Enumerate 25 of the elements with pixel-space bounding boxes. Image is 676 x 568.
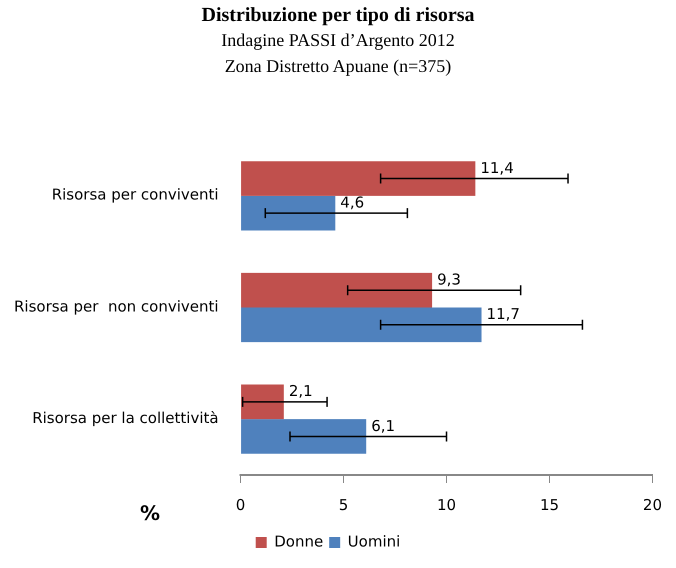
x-tick-label: 20 [642, 496, 662, 514]
x-tick-label: 0 [236, 496, 246, 514]
x-tick-label: 15 [540, 496, 560, 514]
legend-label: Uomini [348, 532, 400, 550]
chart-title: Distribuzione per tipo di risorsa [200, 4, 476, 27]
chart-subtitle: Indagine PASSI d’Argento 2012 Zona Distretto Apuane (n=375) [220, 29, 456, 78]
bar [241, 419, 366, 454]
bar [241, 308, 482, 342]
y-tick-label: Risorsa per conviventi [52, 186, 219, 204]
data-label: 9,3 [437, 270, 461, 289]
legend-label: Donne [274, 532, 324, 550]
bar [241, 384, 284, 420]
y-tick-label: Risorsa per la collettività [32, 409, 219, 428]
data-label: 6,1 [371, 416, 396, 435]
x-tick-label: 10 [436, 496, 456, 514]
bar [241, 272, 432, 308]
y-tick-label: Risorsa per non conviventi [14, 297, 219, 316]
data-label: 4,6 [340, 194, 364, 212]
x-tick-label: 5 [338, 496, 348, 514]
bar [241, 196, 336, 230]
data-label: 2,1 [288, 382, 313, 400]
bar [241, 161, 476, 196]
x-axis-title: % [140, 501, 160, 526]
data-label: 11,4 [480, 158, 514, 177]
data-label: 11,7 [486, 305, 520, 324]
